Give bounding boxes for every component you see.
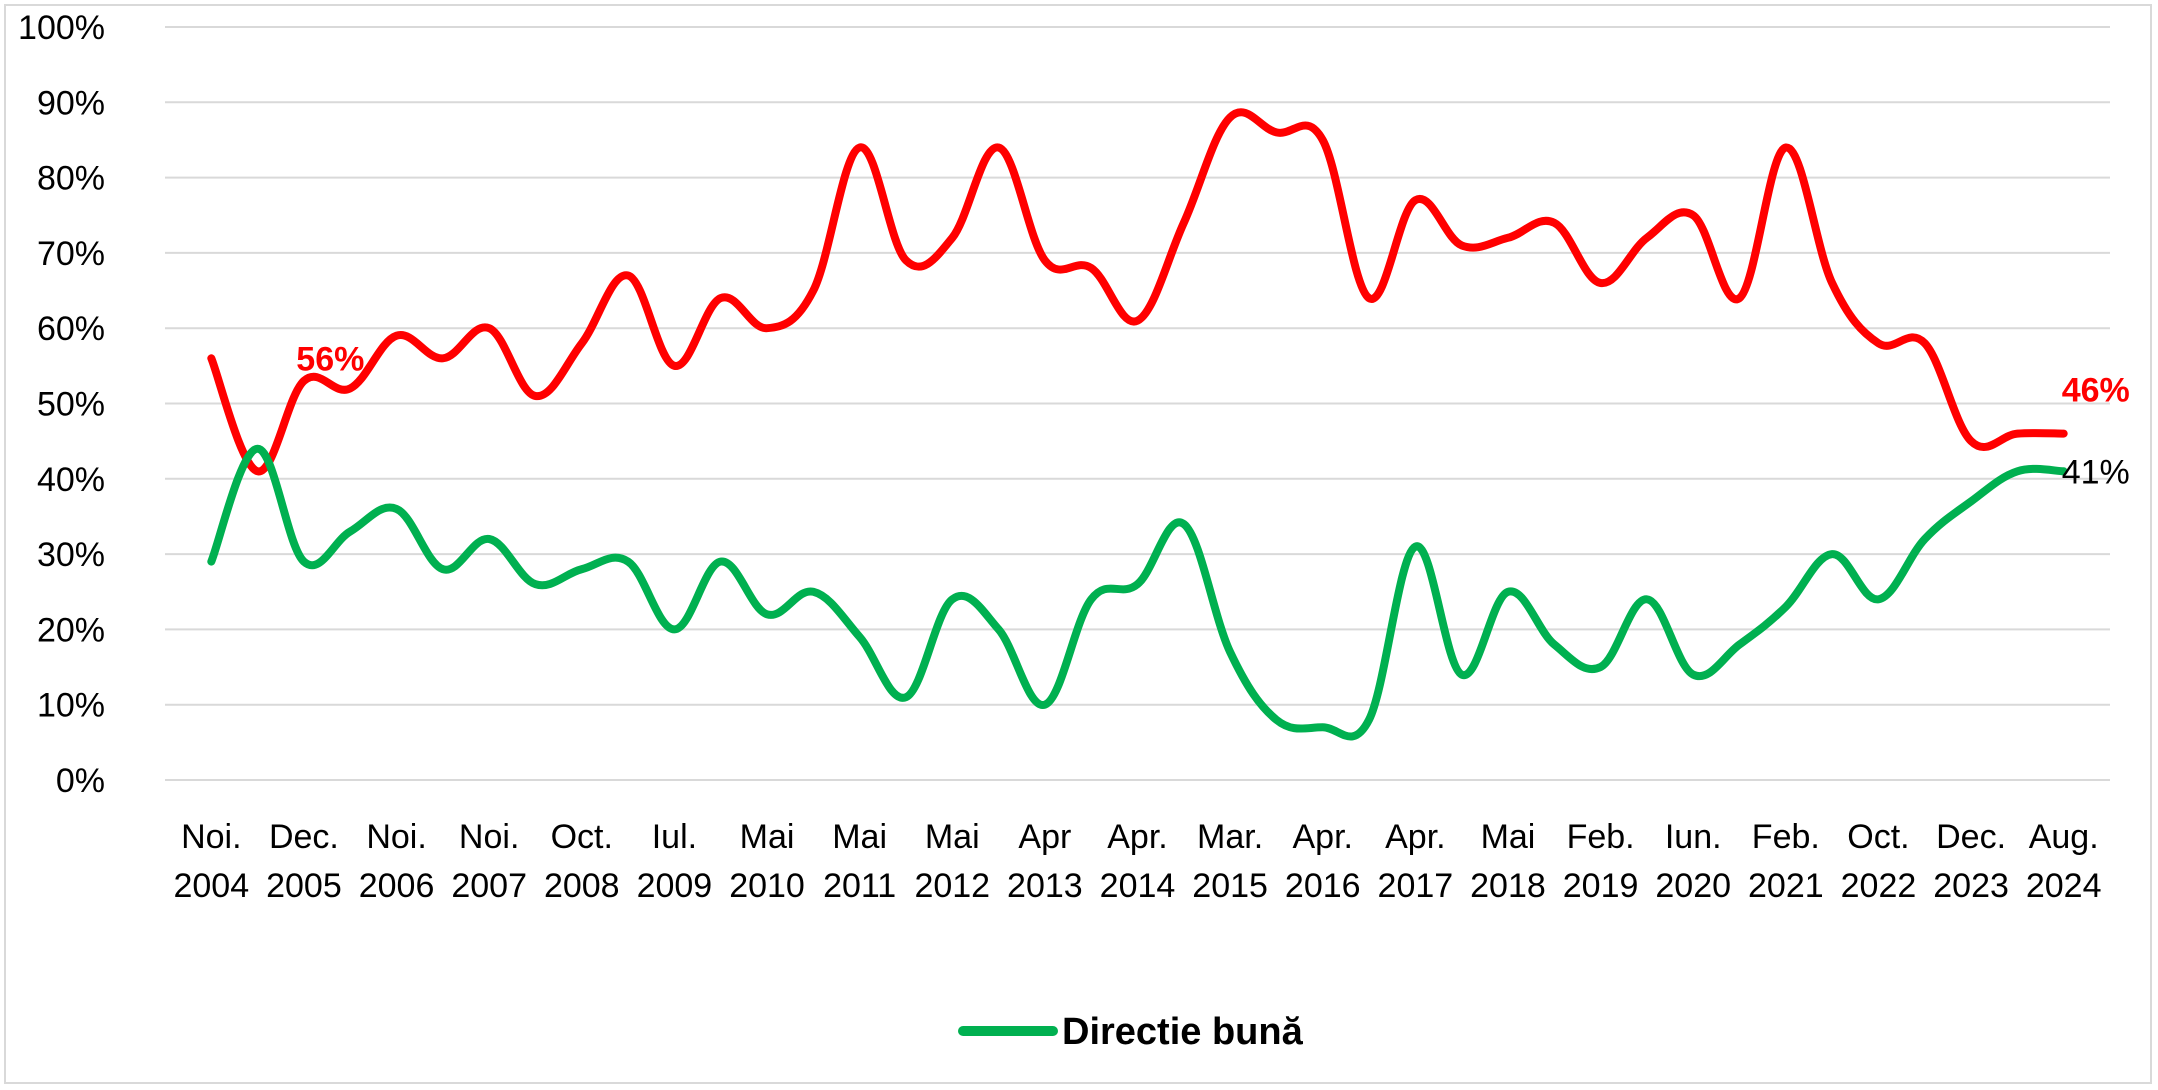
x-tick-label: 2010 xyxy=(729,867,805,905)
x-tick-label: 2009 xyxy=(637,867,713,905)
x-tick-label: Feb. xyxy=(1752,818,1820,856)
x-tick-label: Mai xyxy=(740,818,795,856)
x-tick-label: Oct. xyxy=(551,818,613,856)
x-tick-label: Feb. xyxy=(1567,818,1635,856)
x-tick-label: Apr. xyxy=(1385,818,1445,856)
x-tick-label: Mai xyxy=(832,818,887,856)
x-tick-label: Aug. xyxy=(2029,818,2099,856)
chart-frame xyxy=(4,4,2152,1084)
x-tick-label: Oct. xyxy=(1847,818,1909,856)
x-tick-label: 2019 xyxy=(1563,867,1639,905)
y-axis-ticks: 0% 10% 20% 30% 40% 50% 60% 70% 80% 90% 100% xyxy=(18,9,105,800)
x-tick-label: 2024 xyxy=(2026,867,2102,905)
data-label-red-end: 46% xyxy=(2062,372,2130,410)
x-tick-label: Apr xyxy=(1018,818,1071,856)
data-label-red-start: 56% xyxy=(296,340,364,378)
y-tick-label: 10% xyxy=(37,687,105,725)
x-tick-label: Apr. xyxy=(1107,818,1167,856)
y-tick-label: 50% xyxy=(37,386,105,424)
x-tick-label: 2013 xyxy=(1007,867,1083,905)
x-tick-label: 2017 xyxy=(1378,867,1454,905)
y-tick-label: 100% xyxy=(18,9,105,47)
data-labels: 56% 46% 41% xyxy=(296,340,2129,491)
x-tick-label: Apr. xyxy=(1292,818,1352,856)
x-tick-label: 2014 xyxy=(1100,867,1176,905)
y-tick-label: 0% xyxy=(56,762,105,800)
x-tick-label: Noi. xyxy=(181,818,241,856)
x-tick-label: Dec. xyxy=(269,818,339,856)
x-tick-label: 2004 xyxy=(173,867,249,905)
gridlines xyxy=(165,26,2110,781)
x-tick-label: 2021 xyxy=(1748,867,1824,905)
series-line-green xyxy=(207,444,2068,741)
x-tick-label: Iun. xyxy=(1665,818,1722,856)
x-tick-label: 2022 xyxy=(1841,867,1917,905)
series-lines xyxy=(207,108,2068,741)
x-tick-label: 2015 xyxy=(1192,867,1268,905)
x-tick-label: Mar. xyxy=(1197,818,1263,856)
x-tick-label: 2008 xyxy=(544,867,620,905)
x-tick-label: Mai xyxy=(925,818,980,856)
y-tick-label: 80% xyxy=(37,160,105,198)
data-label-green-end: 41% xyxy=(2062,453,2130,491)
x-tick-label: 2012 xyxy=(914,867,990,905)
x-axis-ticks: Noi. 2004 Dec. 2005 Noi. 2006 Noi. 2007 Oct. 2008… xyxy=(173,818,2101,905)
x-tick-label: Iul. xyxy=(652,818,697,856)
x-tick-label: 2016 xyxy=(1285,867,1361,905)
x-tick-label: 2011 xyxy=(823,867,896,905)
x-tick-label: Noi. xyxy=(366,818,426,856)
y-tick-label: 30% xyxy=(37,536,105,574)
x-tick-label: Noi. xyxy=(459,818,519,856)
legend-label-directie-buna: Directie bună xyxy=(1062,1011,1304,1053)
x-tick-label: 2007 xyxy=(451,867,527,905)
y-tick-label: 70% xyxy=(37,235,105,273)
y-tick-label: 20% xyxy=(37,611,105,649)
legend: Directie bună xyxy=(958,1011,1304,1053)
x-tick-label: 2020 xyxy=(1655,867,1731,905)
x-tick-label: 2018 xyxy=(1470,867,1546,905)
x-tick-label: 2006 xyxy=(359,867,435,905)
y-tick-label: 40% xyxy=(37,461,105,499)
x-tick-label: Mai xyxy=(1481,818,1536,856)
x-tick-label: 2023 xyxy=(1933,867,2009,905)
y-tick-label: 90% xyxy=(37,84,105,122)
x-tick-label: 2005 xyxy=(266,867,342,905)
x-tick-label: Dec. xyxy=(1936,818,2006,856)
series-line-red xyxy=(207,108,2068,476)
y-tick-label: 60% xyxy=(37,310,105,348)
